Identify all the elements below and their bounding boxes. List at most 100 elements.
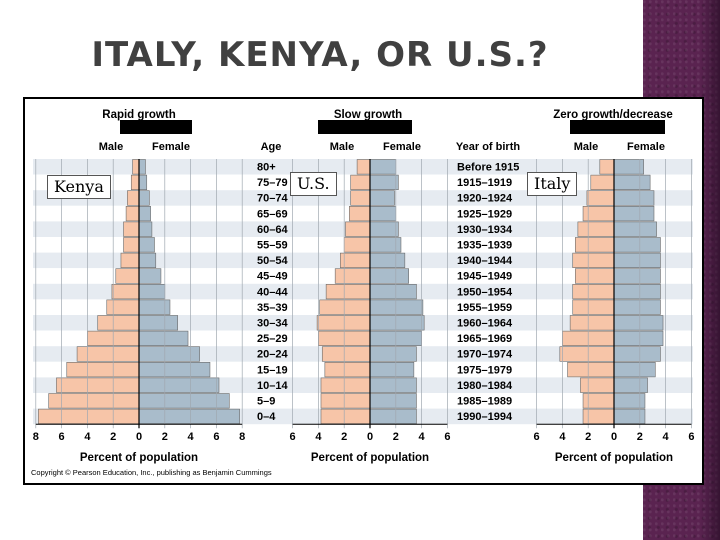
female-bar [138, 330, 189, 347]
female-bar [138, 237, 155, 253]
x-tick-label: 4 [84, 431, 91, 443]
age-group-label: 25–29 [257, 333, 288, 345]
panel-title: Slow growth [334, 109, 402, 121]
x-tick-label: 2 [162, 431, 168, 443]
age-group-label: 55–59 [257, 240, 288, 252]
female-bar [613, 237, 661, 253]
female-bar [138, 221, 153, 237]
panel-title-box [120, 120, 192, 134]
female-bar [138, 408, 240, 425]
birth-year-label: 1960–1964 [457, 318, 513, 330]
x-tick-label: 4 [419, 431, 426, 443]
male-bar [582, 206, 615, 222]
age-group-label: 30–34 [257, 318, 288, 330]
male-bar [320, 377, 371, 393]
age-group-label: 40–44 [257, 286, 288, 298]
female-bar [369, 237, 402, 253]
female-bar [369, 190, 395, 206]
female-bar [613, 190, 655, 206]
x-tick-label: 2 [637, 431, 643, 443]
age-group-label: 45–49 [257, 271, 288, 283]
x-tick-label: 2 [393, 431, 399, 443]
male-bar [599, 159, 615, 175]
male-bar [56, 377, 140, 393]
male-bar [345, 221, 371, 237]
x-axis-title: Percent of population [311, 452, 429, 464]
female-bar [138, 393, 230, 409]
male-bar [577, 221, 615, 237]
x-tick-label: 2 [341, 431, 347, 443]
x-tick-label: 6 [290, 431, 296, 443]
female-bar [613, 268, 661, 284]
age-group-label: 70–74 [257, 193, 288, 205]
female-bar [369, 159, 397, 175]
x-tick-label: 0 [367, 431, 373, 443]
birth-year-label: 1975–1979 [457, 364, 512, 376]
x-tick-label: 4 [663, 431, 670, 443]
female-header: Female [152, 141, 190, 153]
female-bar [369, 315, 425, 331]
x-tick-label: 0 [136, 431, 142, 443]
female-bar [369, 377, 417, 393]
female-bar [613, 330, 664, 347]
x-tick-label: 0 [611, 431, 617, 443]
birth-year-label: 1990–1994 [457, 411, 513, 423]
female-bar [613, 174, 651, 190]
birth-year-label: 1950–1954 [457, 286, 513, 298]
male-bar [340, 252, 371, 269]
male-bar [582, 408, 615, 425]
year-header: Year of birth [456, 141, 520, 153]
female-bar [369, 221, 399, 237]
female-bar [369, 408, 417, 425]
x-tick-label: 4 [188, 431, 195, 443]
population-pyramids-figure: Rapid growth Male Female 8 6 4 2 0 2 4 6 8 Percent o… [23, 97, 704, 485]
female-bar [613, 377, 648, 393]
male-bar [569, 315, 615, 331]
female-bar [138, 268, 162, 284]
x-tick-label: 8 [33, 431, 39, 443]
male-bar [125, 206, 140, 222]
x-tick-label: 2 [585, 431, 591, 443]
male-bar [343, 237, 371, 253]
birth-year-label: 1980–1984 [457, 380, 513, 392]
birth-year-label: 1915–1919 [457, 177, 512, 189]
x-tick-label: 6 [213, 431, 219, 443]
male-bar [111, 284, 140, 300]
male-bar [316, 315, 371, 331]
male-bar [130, 174, 140, 190]
age-header: Age [261, 141, 282, 153]
male-bar [580, 377, 615, 393]
male-bar [350, 190, 371, 206]
x-axis-title: Percent of population [80, 452, 198, 464]
birth-year-label: 1930–1934 [457, 224, 513, 236]
female-bar [369, 252, 406, 269]
female-header: Female [383, 141, 421, 153]
copyright-text: Copyright © Pearson Education, Inc., pub… [31, 468, 272, 477]
male-bar [66, 361, 140, 378]
panel-title: Zero growth/decrease [553, 109, 673, 121]
male-bar [38, 408, 140, 425]
age-group-label: 35–39 [257, 302, 288, 314]
birth-year-label: Before 1915 [457, 162, 519, 174]
x-tick-label: 4 [559, 431, 566, 443]
male-header: Male [574, 141, 598, 153]
male-bar [325, 284, 371, 300]
female-bar [613, 393, 646, 409]
female-bar [138, 299, 171, 315]
female-bar [613, 221, 657, 237]
age-group-label: 5–9 [257, 396, 275, 408]
female-bar [369, 284, 417, 300]
female-bar [613, 284, 661, 300]
female-bar [613, 299, 661, 315]
age-group-label: 80+ [257, 162, 276, 174]
age-group-label: 60–64 [257, 224, 288, 236]
pyramids-svg: Rapid growth Male Female 8 6 4 2 0 2 4 6 8 Percent o… [23, 97, 704, 485]
male-bar [559, 346, 615, 362]
birth-year-label: 1925–1929 [457, 208, 512, 220]
female-bar [138, 206, 151, 222]
x-axis-title: Percent of population [555, 452, 673, 464]
age-group-label: 15–19 [257, 364, 288, 376]
male-bar [572, 299, 615, 315]
male-bar [334, 268, 371, 284]
male-bar [567, 361, 615, 378]
